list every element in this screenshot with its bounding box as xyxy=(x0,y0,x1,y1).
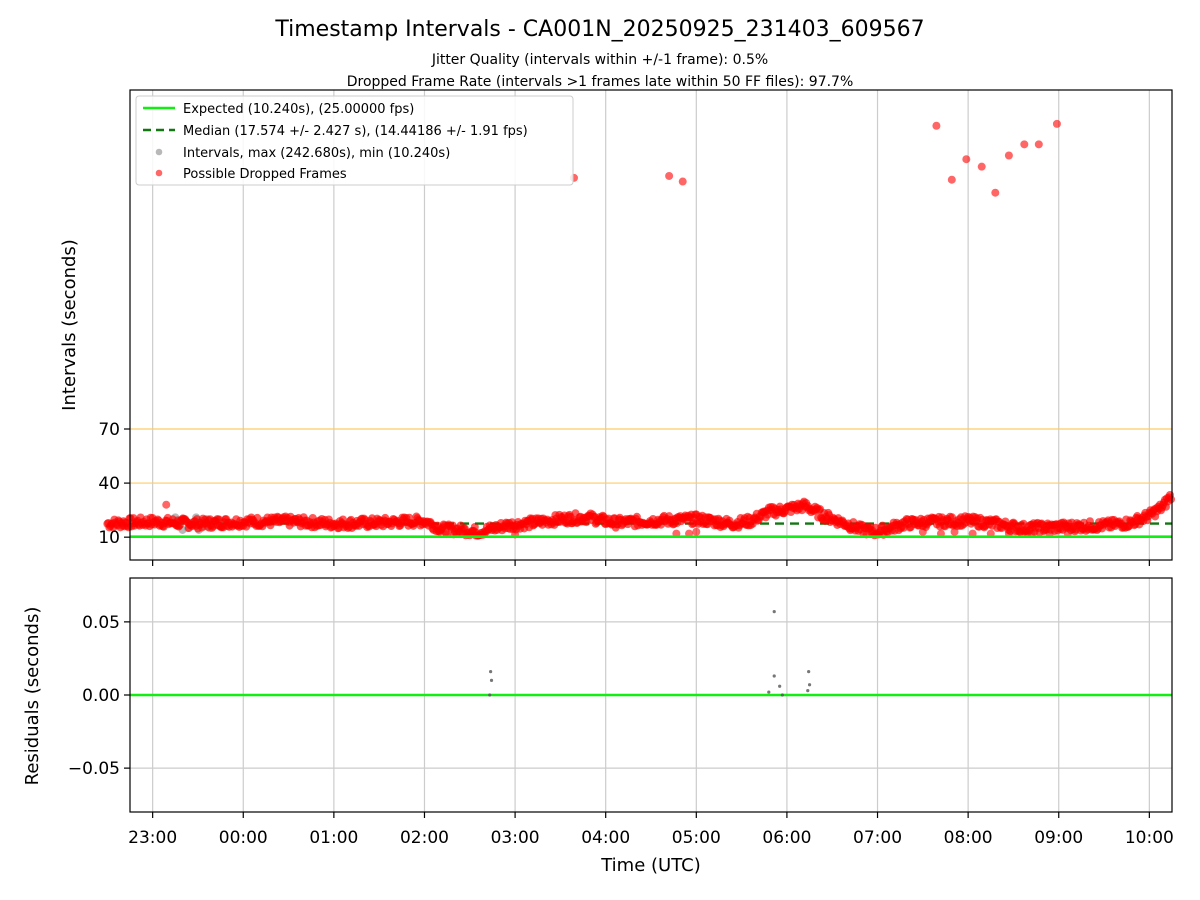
bottom-ytick-label-2: −0.05 xyxy=(68,759,120,779)
legend-dropped-swatch xyxy=(155,169,163,177)
top-ticks: 10 40 70 xyxy=(98,420,1150,566)
top-plot-area xyxy=(103,119,1175,540)
x-tick-label-6: 05:00 xyxy=(672,828,721,848)
legend-expected-label: Expected (10.240s), (25.00000 fps) xyxy=(183,102,414,117)
dropped-point-0 xyxy=(162,500,171,509)
dropped-point-15 xyxy=(950,527,959,536)
residual-point-1 xyxy=(489,678,494,682)
x-tick-label-4: 03:00 xyxy=(491,828,540,848)
top-ytick-label-10: 10 xyxy=(98,528,120,548)
dropped-point-13 xyxy=(918,527,927,536)
x-tick-label-10: 09:00 xyxy=(1034,828,1083,848)
dropped-band-point-365 xyxy=(470,522,479,531)
x-tick-label-7: 06:00 xyxy=(762,828,811,848)
chart-subtitle-jitter: Jitter Quality (intervals within +/-1 fr… xyxy=(431,52,768,68)
x-tick-label-3: 02:00 xyxy=(400,828,449,848)
bottom-ytick-label-1: 0.00 xyxy=(82,686,120,706)
dropped-band-point-976 xyxy=(1085,517,1094,526)
bottom-plot-area xyxy=(130,610,1172,697)
residual-point-7 xyxy=(780,693,784,697)
x-tick-label-9: 08:00 xyxy=(944,828,993,848)
legend-intervals-label: Intervals, max (242.680s), min (10.240s) xyxy=(183,146,450,161)
bottom-y-axis-label: Residuals (seconds) xyxy=(22,607,43,786)
x-tick-label-5: 04:00 xyxy=(581,828,630,848)
legend-median-label: Median (17.574 +/- 2.427 s), (14.44186 +… xyxy=(183,124,528,139)
residual-point-0 xyxy=(489,670,493,674)
residual-point-5 xyxy=(778,684,782,688)
residual-point-2 xyxy=(488,693,492,697)
residual-point-9 xyxy=(807,683,812,687)
dropped-point-2 xyxy=(665,171,674,180)
bottom-ytick-label-0: 0.05 xyxy=(82,613,120,633)
x-tick-label-1: 00:00 xyxy=(219,828,268,848)
dropped-point-3 xyxy=(678,177,687,186)
dropped-point-25 xyxy=(692,527,701,536)
dropped-point-9 xyxy=(1004,151,1013,160)
dropped-point-5 xyxy=(947,175,956,184)
residual-point-4 xyxy=(772,674,776,678)
x-tick-label-0: 23:00 xyxy=(128,828,177,848)
x-tick-label-8: 07:00 xyxy=(853,828,902,848)
dropped-point-10 xyxy=(1020,140,1029,149)
dropped-point-7 xyxy=(977,162,986,171)
legend-intervals-swatch xyxy=(155,148,163,156)
legend: Expected (10.240s), (25.00000 fps) Media… xyxy=(135,95,574,186)
residual-point-3 xyxy=(772,610,776,614)
dropped-point-4 xyxy=(932,121,941,130)
x-axis-label: Time (UTC) xyxy=(600,855,701,876)
x-tick-label-11: 10:00 xyxy=(1125,828,1174,848)
dropped-point-8 xyxy=(991,188,1000,197)
chart-title: Timestamp Intervals - CA001N_20250925_23… xyxy=(274,17,924,42)
residual-point-10 xyxy=(806,689,810,693)
legend-dropped-label: Possible Dropped Frames xyxy=(183,167,347,182)
residual-point-6 xyxy=(767,690,771,694)
bottom-ticks: 0.05 0.00 −0.05 23:00 00:00 01:00 02:00 03:00 04… xyxy=(68,613,1174,848)
top-y-axis-label: Intervals (seconds) xyxy=(59,239,80,411)
top-ytick-label-70: 70 xyxy=(98,420,120,440)
top-ytick-label-40: 40 xyxy=(98,474,120,494)
residual-point-8 xyxy=(807,670,811,674)
chart-subtitle-dropped: Dropped Frame Rate (intervals >1 frames … xyxy=(347,74,854,90)
top-axes-frame xyxy=(129,89,1173,561)
legend-box xyxy=(135,95,574,186)
dropped-band-point-149 xyxy=(253,513,262,522)
dropped-band-point-1057 xyxy=(1166,495,1175,504)
x-tick-label-2: 01:00 xyxy=(309,828,358,848)
dropped-point-6 xyxy=(962,155,971,164)
dropped-point-12 xyxy=(1052,119,1061,128)
dropped-point-11 xyxy=(1034,140,1043,149)
